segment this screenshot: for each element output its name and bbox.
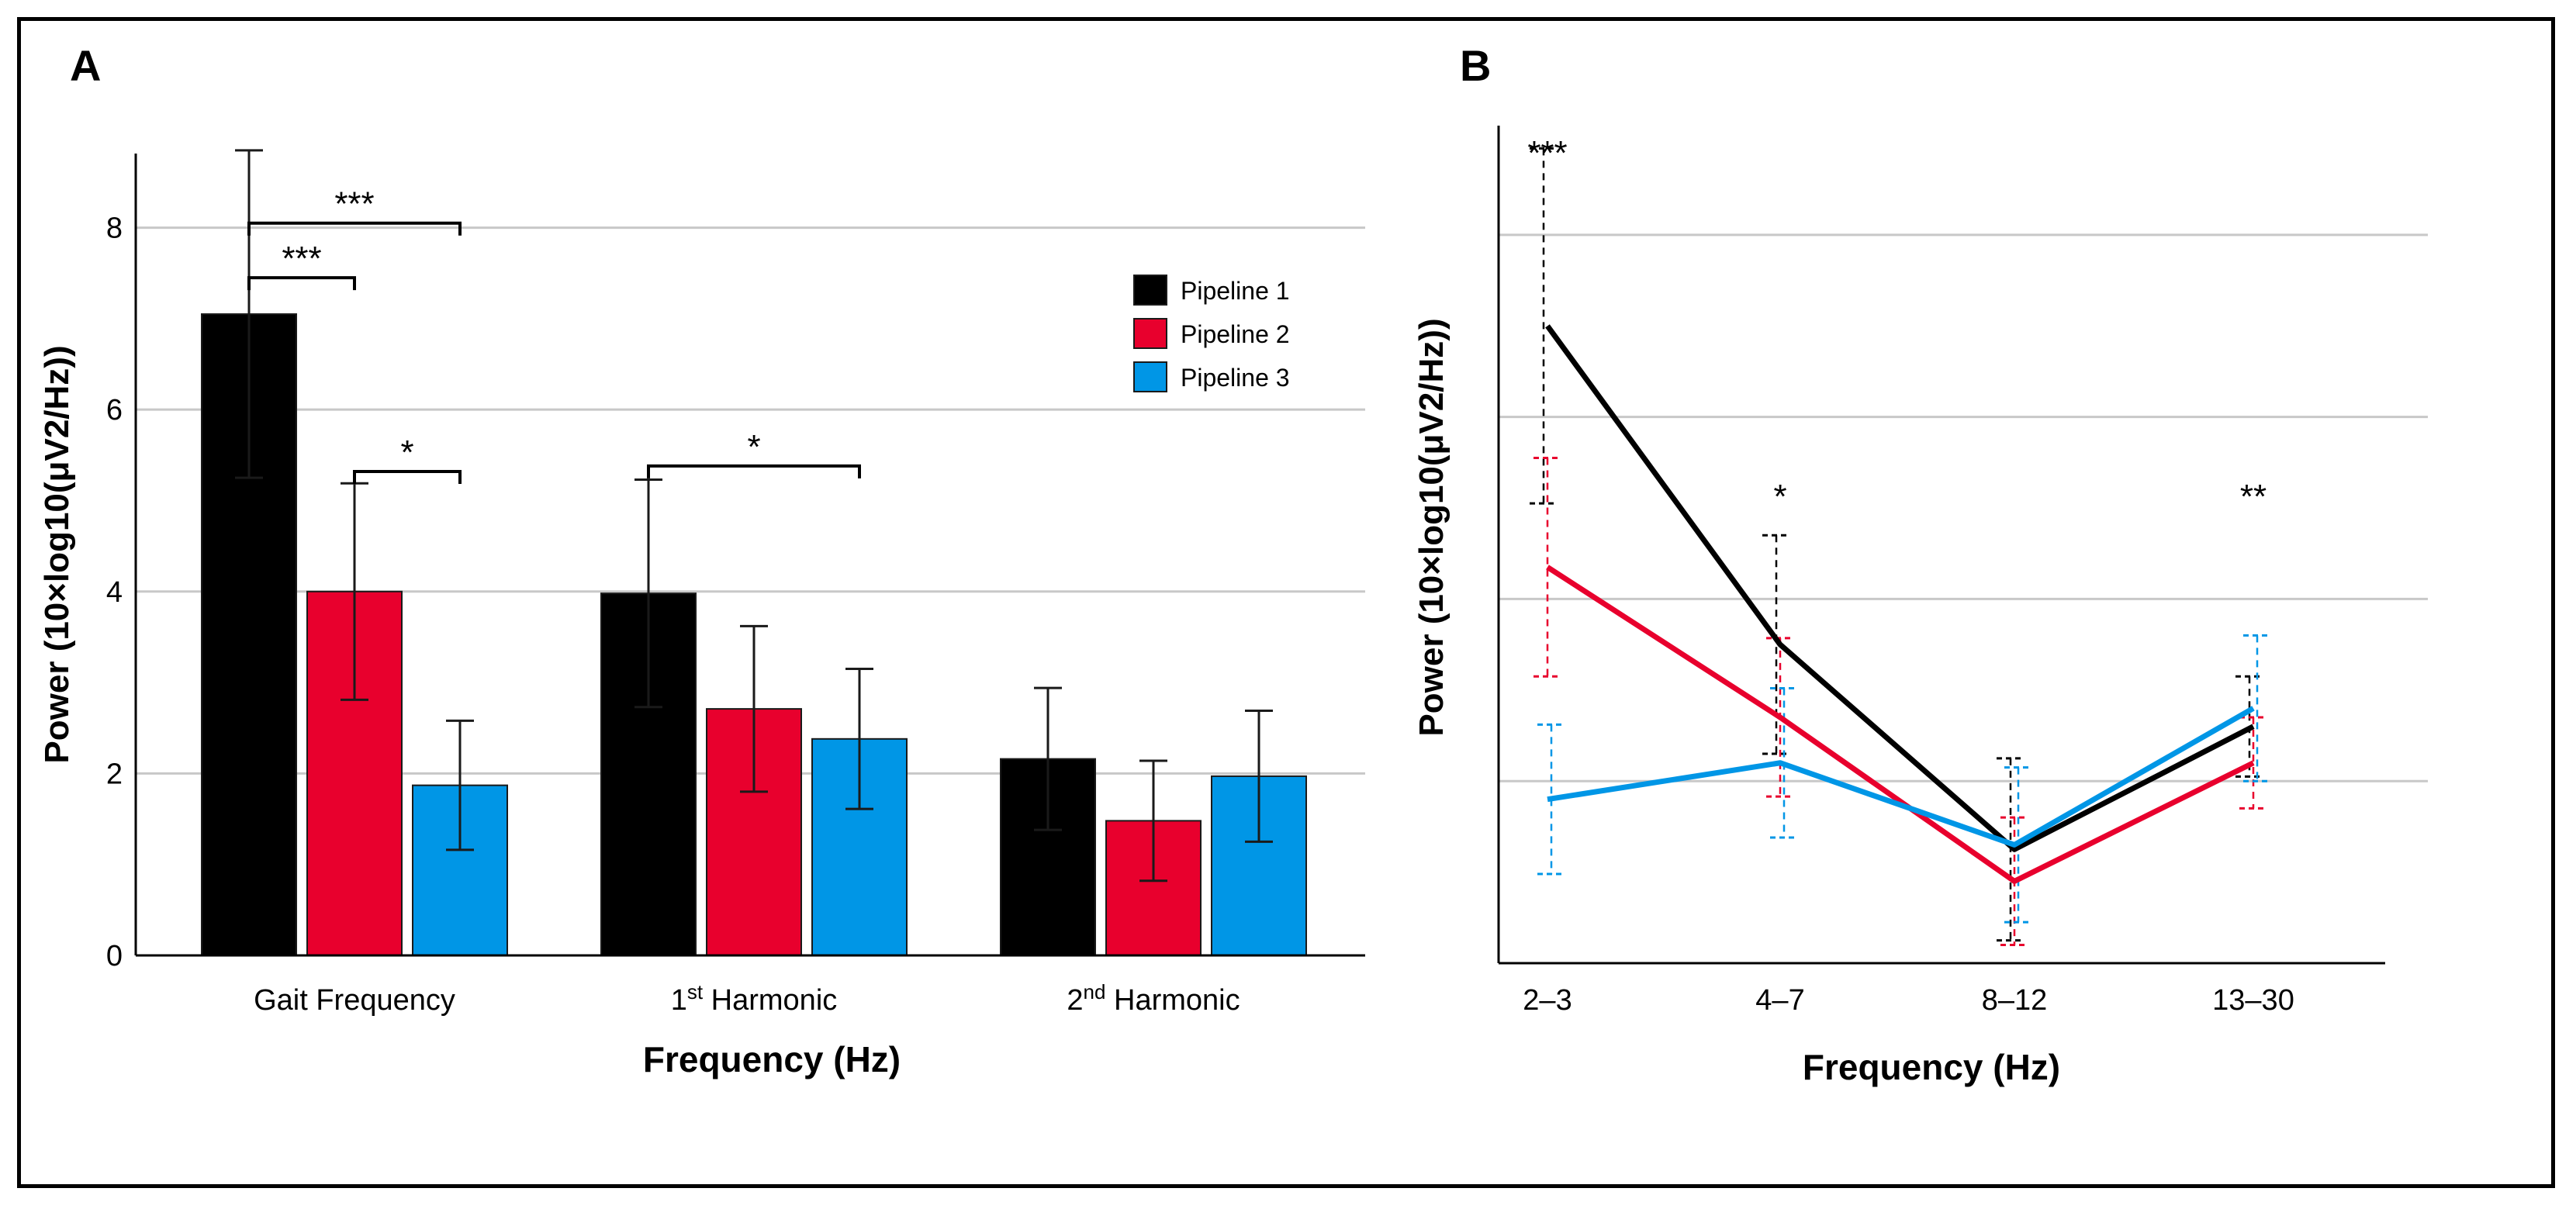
panel-a-x-axis-label: Frequency (Hz) <box>643 1039 901 1079</box>
panel-a-category-label: 1st Harmonic <box>671 980 838 1017</box>
panel-a-significance-label: * <box>747 428 760 466</box>
panel-b-category-label: 4–7 <box>1755 984 1804 1017</box>
panel-b-significance-label: ** <box>2240 478 2267 516</box>
panel-a-legend-label: Pipeline 3 <box>1181 364 1290 392</box>
panel-b-y-axis-label: Power (10×log10(μV2/Hz)) <box>1412 318 1451 736</box>
panel-a-y-tick-label: 0 <box>106 940 123 972</box>
panel-a-legend-label: Pipeline 2 <box>1181 320 1290 348</box>
panel-b-line-pipeline-3 <box>1547 706 2255 848</box>
panel-a-y-tick-label: 6 <box>106 394 123 427</box>
panel-a-significance-bracket <box>353 469 462 484</box>
panel-a-legend-swatch <box>1133 275 1167 306</box>
panel-b-significance-label: *** <box>1527 134 1567 172</box>
panel-a-label: A <box>70 41 101 90</box>
panel-a-significance-bracket <box>247 221 462 236</box>
panel-a-bar-pipeline-2 <box>306 590 403 956</box>
panel-a-legend-label: Pipeline 1 <box>1181 277 1290 305</box>
panel-a-significance-bracket <box>647 464 861 478</box>
panel-a-significance-bracket <box>247 276 356 291</box>
panel-b-category-label: 13–30 <box>2212 984 2294 1017</box>
panel-a-legend-swatch <box>1133 361 1167 392</box>
panel-a-y-tick-label: 4 <box>106 576 123 609</box>
panel-b-category-label: 2–3 <box>1523 984 1572 1017</box>
panel-b-label: B <box>1460 41 1491 90</box>
panel-b-significance-label: * <box>1773 478 1786 516</box>
panel-a-y-tick-label: 8 <box>106 212 123 245</box>
panel-a-significance-label: * <box>400 434 413 472</box>
panel-b-x-axis-label: Frequency (Hz) <box>1803 1047 2060 1087</box>
panel-b-line-pipeline-2 <box>1546 565 2255 884</box>
figure-frame <box>17 17 2555 1188</box>
panel-a-significance-label: *** <box>282 240 321 278</box>
panel-a-category-label: Gait Frequency <box>254 984 455 1017</box>
panel-a-y-axis-label: Power (10×log10(μV2/Hz)) <box>38 345 76 763</box>
panel-a-category-label: 2nd Harmonic <box>1067 980 1240 1017</box>
panel-b-line-pipeline-1 <box>1545 324 2255 852</box>
panel-a-significance-label: *** <box>334 185 374 223</box>
panel-a-y-tick-label: 2 <box>106 758 123 790</box>
panel-a-legend-swatch <box>1133 318 1167 349</box>
panel-b-category-label: 8–12 <box>1982 984 2048 1017</box>
